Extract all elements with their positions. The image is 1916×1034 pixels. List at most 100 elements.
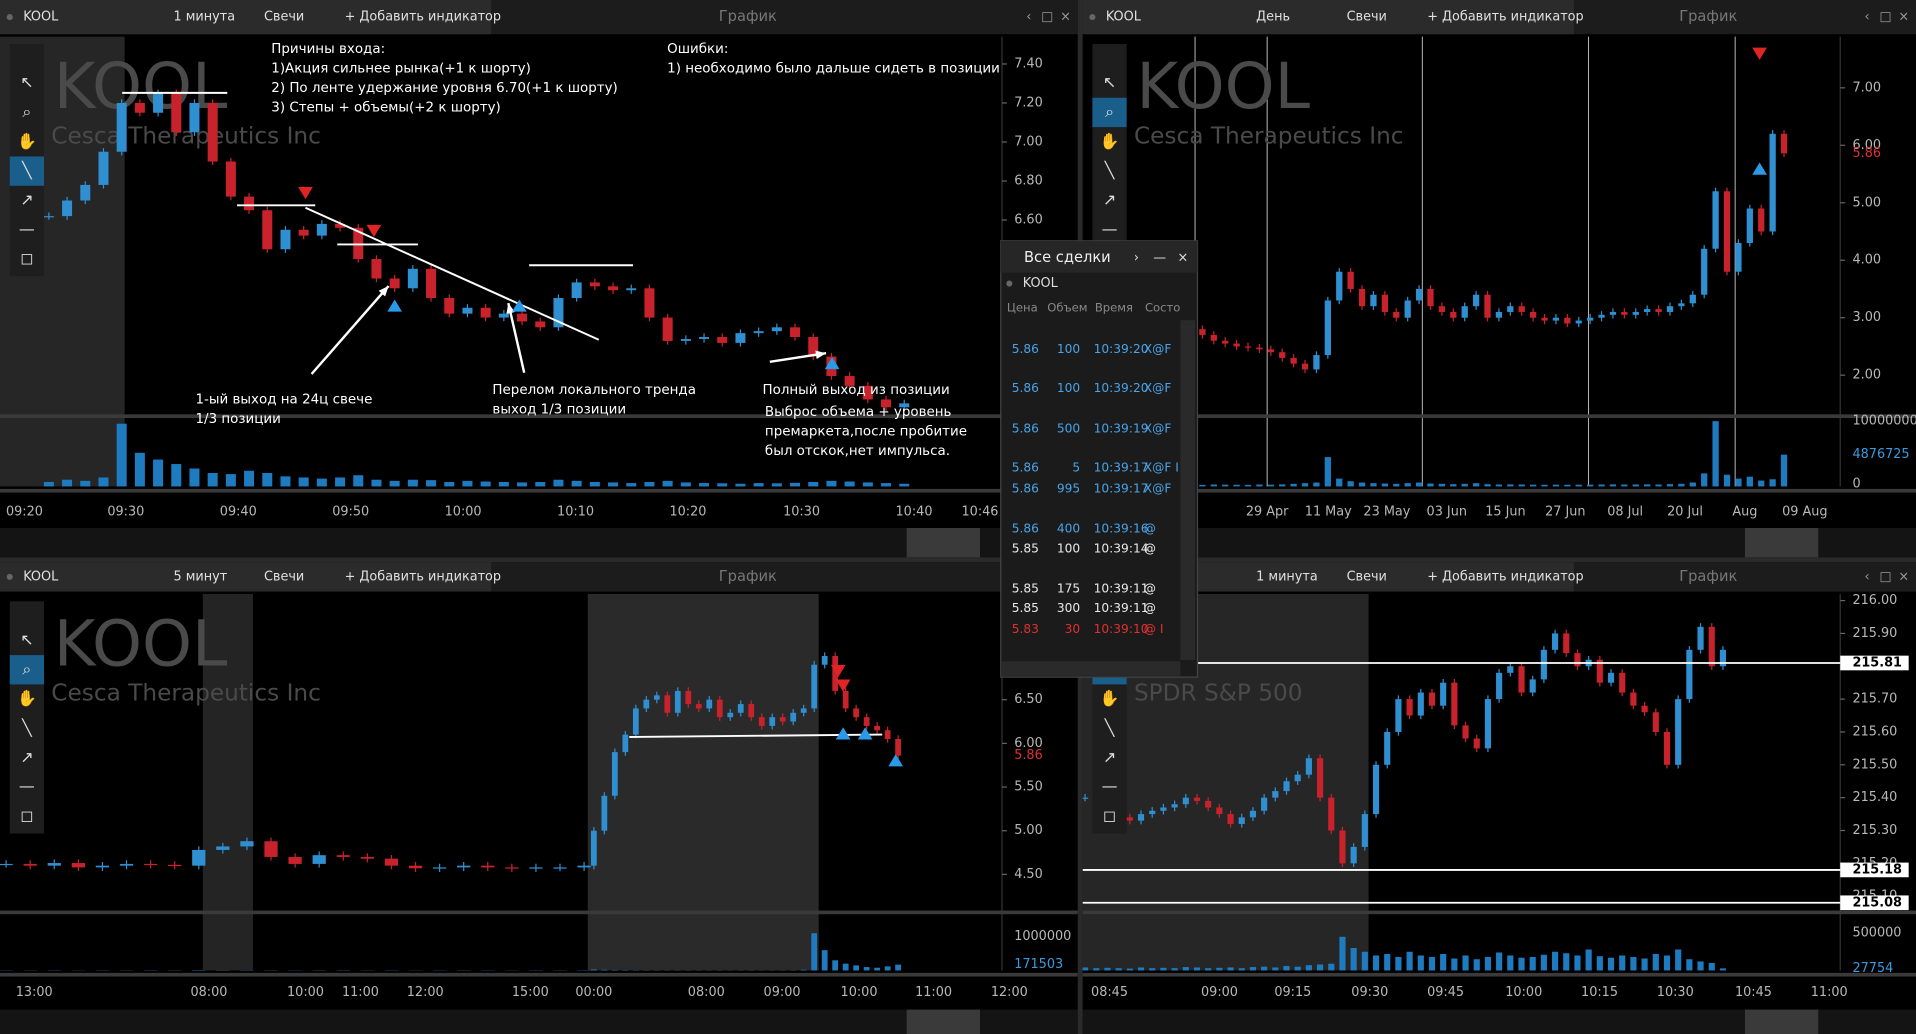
window-button[interactable]: ‹ xyxy=(1026,10,1031,25)
navigator-handle[interactable] xyxy=(906,1009,980,1034)
window-button[interactable]: □ xyxy=(1041,10,1053,25)
tool-button[interactable]: ✋ xyxy=(17,689,37,708)
chart-style[interactable]: Свечи xyxy=(1347,569,1387,584)
candle-body xyxy=(1701,248,1708,295)
tool-button[interactable]: ✋ xyxy=(17,131,37,150)
add-indicator[interactable]: + Добавить индикатор xyxy=(345,10,501,25)
candle-body xyxy=(899,403,910,408)
level-box xyxy=(1840,655,1909,671)
ticker[interactable]: KOOL xyxy=(1106,10,1142,25)
x-tick-label: 10:15 xyxy=(1581,985,1618,1000)
volume-bar xyxy=(462,480,473,487)
tool-button[interactable]: ↖ xyxy=(20,630,33,649)
tool-button[interactable]: ↖ xyxy=(1103,73,1116,92)
add-indicator[interactable]: + Добавить индикатор xyxy=(1427,10,1583,25)
volume-bar xyxy=(1267,484,1274,487)
tool-button[interactable]: — xyxy=(19,777,35,796)
tool-button[interactable]: ╲ xyxy=(1104,161,1116,180)
navigator-handle[interactable] xyxy=(1744,528,1819,558)
tool-button[interactable]: ╲ xyxy=(1104,718,1116,737)
tool-button[interactable]: ✋ xyxy=(1100,689,1120,708)
navigator-handle[interactable] xyxy=(1744,1009,1819,1034)
tool-button[interactable]: ↗ xyxy=(20,747,33,766)
window-button[interactable]: ‹ xyxy=(1865,10,1870,25)
volume-bar xyxy=(1575,484,1582,487)
volume-bar xyxy=(790,482,801,487)
window-button[interactable]: × xyxy=(1177,250,1188,265)
x-tick-label: 20 Jul xyxy=(1667,505,1703,520)
window-button[interactable]: × xyxy=(1898,569,1909,584)
volume-bar xyxy=(1347,481,1354,487)
volume-bar xyxy=(1641,958,1648,971)
ticker[interactable]: KOOL xyxy=(23,10,59,25)
tool-button[interactable]: ◻ xyxy=(1103,806,1116,825)
tool-button[interactable]: ⌕ xyxy=(1105,102,1114,121)
annotation: Выброс объема + уровень xyxy=(765,404,952,420)
candle-body xyxy=(1244,346,1252,348)
navigator[interactable] xyxy=(0,1009,1078,1034)
window-button[interactable]: ‹ xyxy=(1865,569,1870,584)
volume-bar xyxy=(1227,967,1234,971)
tool-button[interactable]: ↗ xyxy=(20,190,33,209)
candle-body xyxy=(753,331,764,334)
candle-body xyxy=(769,717,776,726)
volume-bar xyxy=(1644,484,1651,487)
volume-bar xyxy=(1462,955,1469,971)
interval[interactable]: 1 минута xyxy=(174,10,236,25)
chart-style[interactable]: Свечи xyxy=(264,569,304,584)
chart-style[interactable]: Свечи xyxy=(264,10,304,25)
volume-bar xyxy=(1678,483,1685,487)
volume-bar xyxy=(1238,968,1245,971)
interval[interactable]: 1 минута xyxy=(1256,569,1318,584)
tool-button[interactable]: ◻ xyxy=(20,249,33,268)
tool-button[interactable]: ⌕ xyxy=(22,659,31,678)
link-dot xyxy=(6,14,13,21)
volume-bar xyxy=(1244,484,1252,487)
tool-button[interactable]: ╲ xyxy=(21,161,33,180)
x-tick-label: 09:30 xyxy=(1351,985,1388,1000)
tool-button[interactable]: — xyxy=(19,219,35,238)
navigator[interactable] xyxy=(0,528,1078,558)
chart-style[interactable]: Свечи xyxy=(1347,10,1387,25)
tool-button[interactable]: ⌕ xyxy=(22,102,31,121)
navigator-handle[interactable] xyxy=(906,528,980,558)
interval[interactable]: 5 минут xyxy=(174,569,228,584)
add-indicator[interactable]: + Добавить индикатор xyxy=(345,569,501,584)
volume-bar xyxy=(1541,484,1548,487)
volume-bar xyxy=(498,481,509,487)
tool-button[interactable]: ✋ xyxy=(1100,131,1120,150)
tool-button[interactable]: — xyxy=(1102,777,1118,796)
candle-body xyxy=(727,712,734,718)
window-button[interactable]: — xyxy=(1153,250,1166,265)
volume-bar xyxy=(874,967,881,971)
sell-marker xyxy=(835,679,851,692)
volume-bar xyxy=(1415,482,1423,487)
volume-bar xyxy=(1507,484,1514,487)
trade-volume: 30 xyxy=(1065,622,1081,636)
window-button[interactable]: × xyxy=(1898,10,1909,25)
tool-button[interactable]: — xyxy=(1102,219,1118,238)
volume-bar xyxy=(1552,951,1559,971)
trade-volume: 300 xyxy=(1057,601,1080,615)
window-button[interactable]: □ xyxy=(1879,10,1891,25)
ticker[interactable]: KOOL xyxy=(23,569,59,584)
candle-body xyxy=(457,865,471,868)
interval[interactable]: День xyxy=(1256,10,1290,25)
x-tick-label: 15 Jun xyxy=(1485,505,1525,520)
tool-button[interactable]: ◻ xyxy=(20,806,33,825)
window-button[interactable]: × xyxy=(1060,10,1071,25)
volume-bar xyxy=(1182,967,1189,971)
x-tick-label: 00:00 xyxy=(575,985,612,1000)
session-shade xyxy=(587,594,819,971)
window-button[interactable]: □ xyxy=(1879,569,1891,584)
add-indicator[interactable]: + Добавить индикатор xyxy=(1427,569,1583,584)
candle-body xyxy=(680,338,691,341)
tool-button[interactable]: ↗ xyxy=(1103,747,1116,766)
tool-button[interactable]: ↗ xyxy=(1103,190,1116,209)
window-button[interactable]: › xyxy=(1134,250,1139,265)
volume-bar xyxy=(1350,948,1357,971)
volume-bar xyxy=(62,479,73,487)
tool-button[interactable]: ╲ xyxy=(21,718,33,737)
tool-button[interactable]: ↖ xyxy=(20,73,33,92)
candle-body xyxy=(0,863,13,866)
